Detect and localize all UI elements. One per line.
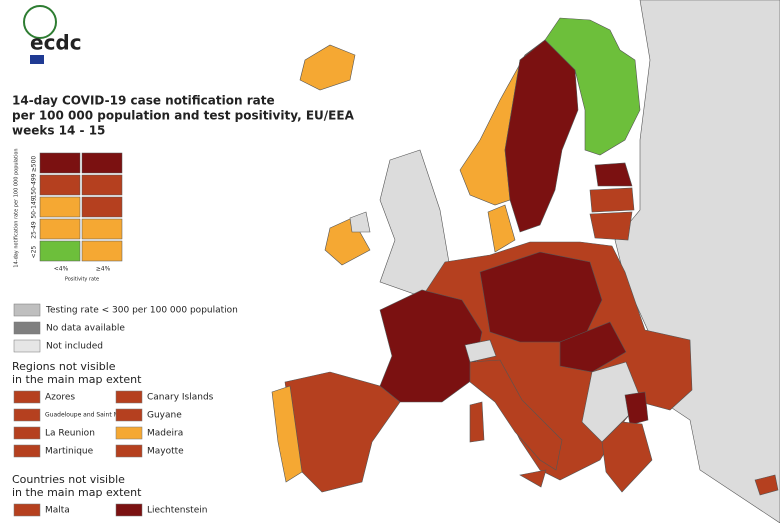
region-swatch — [13, 503, 41, 517]
logo-globe — [23, 5, 57, 39]
legend-label: No data available — [46, 324, 125, 334]
finland — [544, 17, 641, 156]
y-axis-label: 14-day notification rate per 100 000 pop… — [14, 148, 20, 267]
region-label: Azores — [45, 393, 75, 403]
title-line: weeks 14 - 15 — [12, 124, 105, 138]
cyprus — [754, 474, 779, 496]
region-swatch — [115, 426, 143, 440]
legend-label: Testing rate < 300 per 100 000 populatio… — [45, 306, 238, 316]
row-label: 50-149 — [31, 197, 38, 218]
matrix-cell — [39, 174, 81, 196]
eu-flag — [30, 55, 44, 64]
legend-swatch — [13, 321, 41, 335]
region-label: Madeira — [147, 429, 183, 439]
section-title: Regions not visible — [12, 360, 116, 373]
greece — [601, 421, 653, 493]
row-label: ≥500 — [31, 156, 38, 173]
row-label: 150-499 — [31, 173, 38, 198]
region-swatch — [13, 444, 41, 458]
region-swatch — [13, 390, 41, 404]
sweden — [504, 39, 579, 233]
matrix-cell — [39, 240, 81, 262]
region-swatch — [115, 503, 143, 517]
region-label: Canary Islands — [147, 393, 214, 403]
matrix-cell — [39, 152, 81, 174]
section-title: in the main map extent — [12, 486, 142, 499]
logo: ecdc — [23, 5, 82, 64]
region-label: Guadeloupe and Saint Martin — [45, 412, 133, 419]
matrix-cell — [81, 218, 123, 240]
switzerland — [464, 339, 497, 363]
row-label: 25-49 — [31, 221, 38, 239]
region-label: La Reunion — [45, 429, 95, 439]
section-title: in the main map extent — [12, 373, 142, 386]
matrix-cell — [81, 174, 123, 196]
column-label: ≥4% — [96, 266, 111, 273]
legend-swatch — [13, 303, 41, 317]
x-axis-label: Positivity rate — [65, 277, 99, 283]
portugal — [271, 385, 303, 483]
section-title: Countries not visible — [12, 473, 125, 486]
region-label: Guyane — [147, 411, 182, 421]
bulgaria — [624, 391, 649, 426]
sardinia — [469, 401, 485, 443]
row-label: <25 — [31, 245, 38, 258]
france — [379, 289, 483, 403]
northern-ireland — [349, 211, 371, 233]
legend-label: Not included — [46, 342, 103, 352]
title: 14-day COVID-19 case notification ratepe… — [12, 94, 355, 138]
ireland — [324, 217, 371, 266]
region-swatch — [13, 408, 41, 422]
sicily — [519, 469, 547, 488]
matrix-cell — [81, 240, 123, 262]
matrix-cell — [39, 218, 81, 240]
region-swatch — [115, 408, 143, 422]
title-line: per 100 000 population and test positivi… — [12, 109, 355, 123]
legend: Testing rate < 300 per 100 000 populatio… — [12, 303, 238, 517]
logo-text: ecdc — [30, 31, 82, 55]
region-swatch — [115, 390, 143, 404]
italy — [469, 359, 563, 471]
map — [271, 0, 780, 523]
lithuania — [589, 211, 633, 241]
estonia — [594, 162, 633, 187]
region-label: Malta — [45, 506, 70, 516]
column-label: <4% — [54, 266, 69, 273]
region-label: Martinique — [45, 447, 94, 457]
region-label: Liechtenstein — [147, 506, 207, 516]
matrix-cell — [81, 152, 123, 174]
region-swatch — [115, 444, 143, 458]
region-label: Mayotte — [147, 447, 184, 457]
germany-poland-czechia — [479, 251, 603, 343]
matrix-cell — [39, 196, 81, 218]
title-line: 14-day COVID-19 case notification rate — [12, 94, 275, 108]
legend-swatch — [13, 339, 41, 353]
region-swatch — [13, 426, 41, 440]
hungary — [559, 321, 627, 373]
latvia — [589, 187, 635, 213]
matrix-cell — [81, 196, 123, 218]
iceland — [299, 44, 356, 91]
denmark — [487, 204, 516, 253]
